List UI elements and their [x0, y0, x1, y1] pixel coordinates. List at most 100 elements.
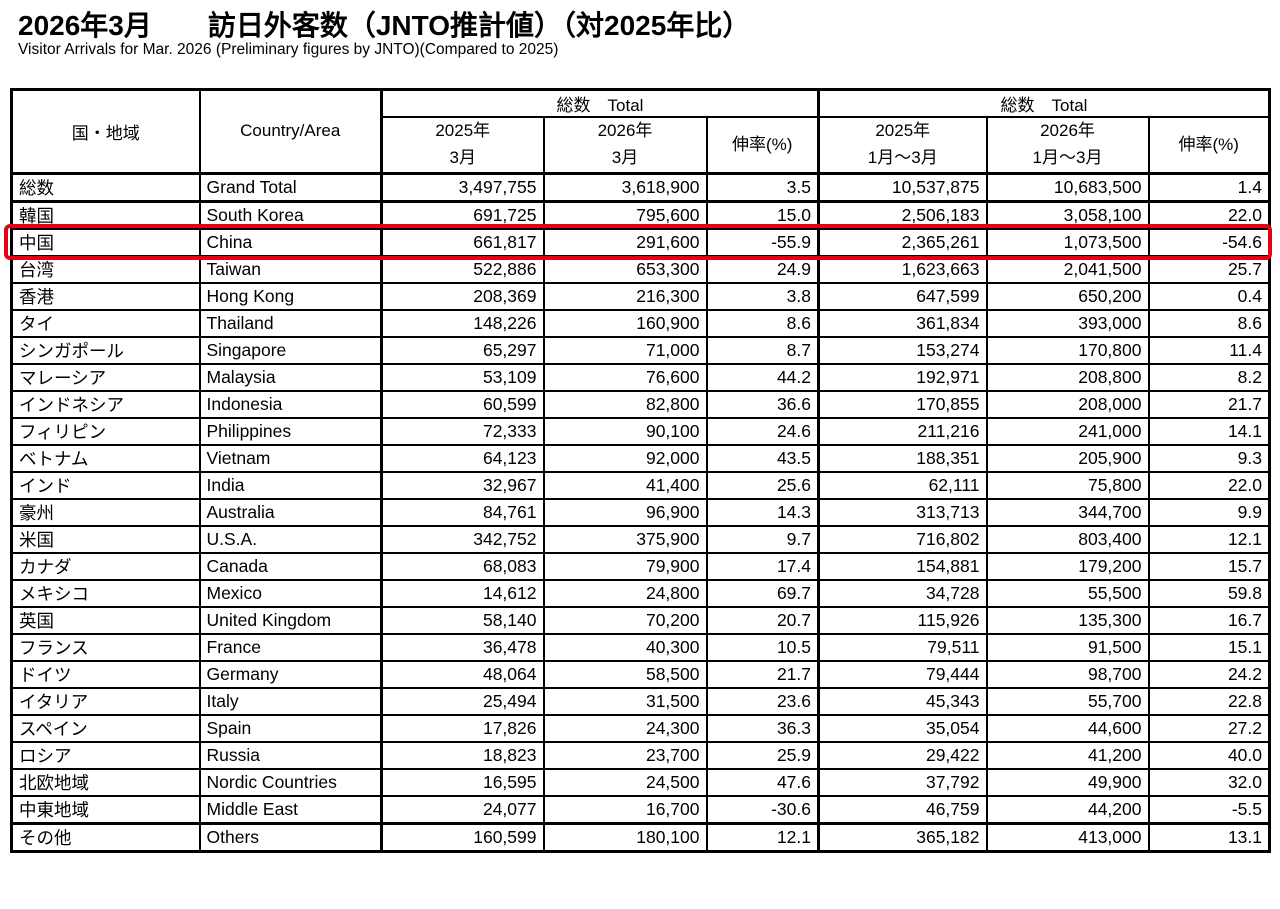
mar-2026-cell: 375,900: [542, 524, 708, 554]
mar-2025-cell: 60,599: [380, 389, 545, 419]
table-row: 台湾 Taiwan 522,886 653,300 24.9 1,623,663…: [10, 254, 1271, 284]
rate-q1-cell: 9.9: [1147, 497, 1271, 527]
country-en-cell: Spain: [198, 713, 383, 743]
q1-2025-cell: 154,881: [817, 551, 988, 581]
table-row: カナダ Canada 68,083 79,900 17.4 154,881 17…: [10, 551, 1271, 581]
q1-2025-cell: 153,274: [817, 335, 988, 365]
country-en-cell: Australia: [198, 497, 383, 527]
rate-mar-cell: 8.7: [705, 335, 820, 365]
rate-mar-cell: -55.9: [705, 227, 820, 257]
mar-2026-cell: 40,300: [542, 632, 708, 662]
country-jp-cell: インドネシア: [10, 389, 201, 419]
table-row: 豪州 Australia 84,761 96,900 14.3 313,713 …: [10, 497, 1271, 527]
q1-2026-cell: 55,500: [985, 578, 1150, 608]
country-jp-cell: 香港: [10, 281, 201, 311]
mar-2025-cell: 24,077: [380, 794, 545, 825]
country-en-cell: Middle East: [198, 794, 383, 825]
mar-2025-cell: 36,478: [380, 632, 545, 662]
country-jp-cell: フランス: [10, 632, 201, 662]
header-2025-q1: 2025年 1月～3月: [817, 116, 988, 175]
q1-2025-cell: 37,792: [817, 767, 988, 797]
rate-q1-cell: 25.7: [1147, 254, 1271, 284]
country-jp-cell: メキシコ: [10, 578, 201, 608]
q1-2025-cell: 34,728: [817, 578, 988, 608]
rate-q1-cell: 1.4: [1147, 172, 1271, 203]
rate-q1-cell: 15.1: [1147, 632, 1271, 662]
table-body: 総数 Grand Total 3,497,755 3,618,900 3.5 1…: [10, 172, 1271, 852]
mar-2026-cell: 23,700: [542, 740, 708, 770]
rate-mar-cell: 3.8: [705, 281, 820, 311]
header-group2-total: 総数 Total: [817, 88, 1271, 118]
q1-2026-cell: 413,000: [985, 822, 1150, 852]
q1-2025-cell: 716,802: [817, 524, 988, 554]
page-subtitle: Visitor Arrivals for Mar. 2026 (Prelimin…: [18, 41, 559, 58]
q1-2026-cell: 1,073,500: [985, 227, 1150, 257]
q1-2026-cell: 2,041,500: [985, 254, 1150, 284]
rate-mar-cell: 10.5: [705, 632, 820, 662]
q1-2025-cell: 2,365,261: [817, 227, 988, 257]
rate-q1-cell: 8.6: [1147, 308, 1271, 338]
q1-2026-cell: 75,800: [985, 470, 1150, 500]
table-row: フランス France 36,478 40,300 10.5 79,511 91…: [10, 632, 1271, 662]
table-row: イタリア Italy 25,494 31,500 23.6 45,343 55,…: [10, 686, 1271, 716]
q1-2025-cell: 211,216: [817, 416, 988, 446]
country-en-cell: Thailand: [198, 308, 383, 338]
mar-2025-cell: 691,725: [380, 200, 545, 230]
q1-2026-cell: 3,058,100: [985, 200, 1150, 230]
table-row: フィリピン Philippines 72,333 90,100 24.6 211…: [10, 416, 1271, 446]
rate-mar-cell: 9.7: [705, 524, 820, 554]
table-row: シンガポール Singapore 65,297 71,000 8.7 153,2…: [10, 335, 1271, 365]
header-rate-mar: 伸率(%): [705, 116, 820, 175]
rate-mar-cell: 3.5: [705, 172, 820, 203]
rate-mar-cell: 36.6: [705, 389, 820, 419]
rate-q1-cell: 32.0: [1147, 767, 1271, 797]
mar-2026-cell: 216,300: [542, 281, 708, 311]
rate-mar-cell: 25.9: [705, 740, 820, 770]
country-jp-cell: シンガポール: [10, 335, 201, 365]
country-jp-cell: ベトナム: [10, 443, 201, 473]
rate-mar-cell: 21.7: [705, 659, 820, 689]
q1-2025-cell: 115,926: [817, 605, 988, 635]
country-en-cell: Indonesia: [198, 389, 383, 419]
mar-2026-cell: 96,900: [542, 497, 708, 527]
mar-2026-cell: 58,500: [542, 659, 708, 689]
q1-2026-cell: 208,800: [985, 362, 1150, 392]
mar-2026-cell: 160,900: [542, 308, 708, 338]
country-en-cell: United Kingdom: [198, 605, 383, 635]
q1-2026-cell: 650,200: [985, 281, 1150, 311]
mar-2026-cell: 76,600: [542, 362, 708, 392]
q1-2025-cell: 2,506,183: [817, 200, 988, 230]
country-en-cell: China: [198, 227, 383, 257]
country-jp-cell: 米国: [10, 524, 201, 554]
mar-2025-cell: 25,494: [380, 686, 545, 716]
country-en-cell: Germany: [198, 659, 383, 689]
country-jp-cell: インド: [10, 470, 201, 500]
q1-2025-cell: 29,422: [817, 740, 988, 770]
table-row: 英国 United Kingdom 58,140 70,200 20.7 115…: [10, 605, 1271, 635]
rate-q1-cell: 9.3: [1147, 443, 1271, 473]
header-group-row: 国・地域 Country/Area 総数 Total 総数 Total: [10, 88, 1271, 175]
q1-2026-cell: 49,900: [985, 767, 1150, 797]
rate-mar-cell: 14.3: [705, 497, 820, 527]
mar-2026-cell: 90,100: [542, 416, 708, 446]
q1-2026-cell: 44,200: [985, 794, 1150, 825]
mar-2025-cell: 68,083: [380, 551, 545, 581]
country-jp-cell: 豪州: [10, 497, 201, 527]
rate-q1-cell: 21.7: [1147, 389, 1271, 419]
rate-q1-cell: 15.7: [1147, 551, 1271, 581]
country-en-cell: Russia: [198, 740, 383, 770]
country-jp-cell: タイ: [10, 308, 201, 338]
q1-2026-cell: 205,900: [985, 443, 1150, 473]
header-2026-q1: 2026年 1月～3月: [985, 116, 1150, 175]
q1-2026-cell: 241,000: [985, 416, 1150, 446]
q1-2026-cell: 44,600: [985, 713, 1150, 743]
table-row: 北欧地域 Nordic Countries 16,595 24,500 47.6…: [10, 767, 1271, 797]
header-2025-mar: 2025年 3月: [380, 116, 545, 175]
rate-mar-cell: 20.7: [705, 605, 820, 635]
rate-mar-cell: 24.9: [705, 254, 820, 284]
country-en-cell: Others: [198, 822, 383, 852]
rate-mar-cell: 15.0: [705, 200, 820, 230]
rate-q1-cell: 27.2: [1147, 713, 1271, 743]
table-row: 総数 Grand Total 3,497,755 3,618,900 3.5 1…: [10, 172, 1271, 203]
country-jp-cell: 韓国: [10, 200, 201, 230]
